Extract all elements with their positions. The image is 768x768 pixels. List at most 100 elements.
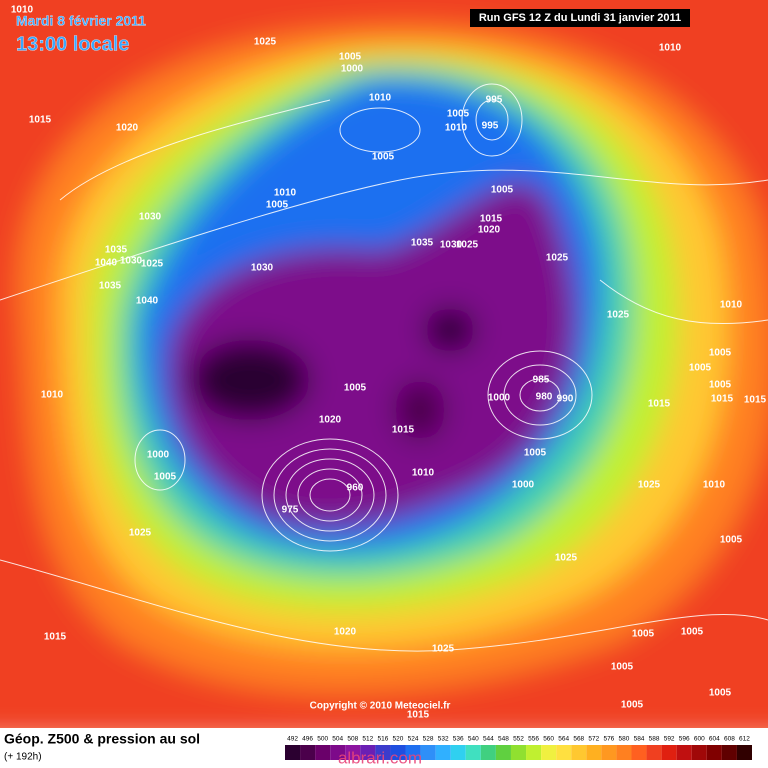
legend-swatch — [360, 745, 376, 760]
legend-label: 492 — [287, 736, 298, 743]
legend-swatch — [586, 745, 602, 760]
legend-swatch — [345, 745, 361, 760]
pressure-label: 1040 — [95, 258, 118, 269]
pressure-label: 1020 — [334, 627, 357, 638]
time-label: 13:00 locale — [16, 33, 129, 55]
legend-swatch — [390, 745, 406, 760]
pressure-label: 1030 — [440, 240, 463, 251]
legend-label: 552 — [513, 736, 524, 743]
pressure-label: 1005 — [709, 380, 732, 391]
pressure-label: 1010 — [703, 480, 726, 491]
legend-swatch — [510, 745, 527, 760]
legend-swatch — [691, 745, 707, 760]
legend-label: 516 — [377, 736, 388, 743]
pressure-label: 1000 — [512, 480, 535, 491]
legend-label: 500 — [317, 736, 328, 743]
footer-lead: (+ 192h) — [4, 752, 42, 763]
pressure-label: 1025 — [607, 310, 630, 321]
copyright: Copyright © 2010 Meteociel.fr — [310, 701, 451, 712]
date-label: Mardi 8 février 2011 — [16, 13, 146, 29]
footer-title: Géop. Z500 & pression au sol — [4, 731, 200, 747]
pressure-label: 1005 — [447, 109, 470, 120]
legend-swatch — [465, 745, 481, 760]
legend-swatch — [601, 745, 617, 760]
pressure-label: 1005 — [491, 185, 514, 196]
isobars — [0, 83, 768, 652]
run-box — [470, 9, 690, 27]
pressure-label: 1035 — [105, 245, 128, 256]
pressure-label: 1015 — [29, 115, 52, 126]
pressure-label: 1010 — [274, 188, 297, 199]
pressure-label: 1005 — [621, 700, 644, 711]
legend-swatch — [450, 745, 466, 760]
pressure-label: 1005 — [344, 383, 367, 394]
pressure-label: 990 — [557, 394, 574, 405]
pressure-label: 1010 — [412, 468, 435, 479]
pressure-label: 1005 — [339, 52, 362, 63]
legend-label: 528 — [423, 736, 434, 743]
color-legend: 492 496 500 504 508 512 516 520 524 528 532 536 540 5… — [285, 736, 752, 760]
legend-label: 608 — [724, 736, 735, 743]
pressure-label: 1010 — [659, 43, 682, 54]
legend-label: 576 — [603, 736, 614, 743]
legend-label: 524 — [408, 736, 419, 743]
pressure-label: 1020 — [478, 225, 501, 236]
legend-label: 520 — [393, 736, 404, 743]
legend-label: 496 — [302, 736, 313, 743]
legend-label: 596 — [679, 736, 690, 743]
legend-swatch — [526, 745, 542, 760]
legend-label: 600 — [694, 736, 705, 743]
pressure-label: 1005 — [154, 472, 177, 483]
legend-swatch — [420, 745, 436, 760]
legend-label: 564 — [558, 736, 569, 743]
pressure-label: 1025 — [456, 240, 479, 251]
pressure-label: 1010 — [11, 5, 34, 16]
pressure-label: 1025 — [555, 553, 578, 564]
pressure-label: 1005 — [632, 629, 655, 640]
legend-swatch — [676, 745, 692, 760]
legend-label: 560 — [543, 736, 554, 743]
pressure-label: 1000 — [488, 393, 511, 404]
legend-swatch — [495, 745, 511, 760]
pressure-label: 1005 — [720, 535, 743, 546]
pressure-label: 1010 — [369, 93, 392, 104]
pressure-label: 1005 — [681, 627, 704, 638]
pressure-label: 1030 — [120, 256, 143, 267]
legend-label: 544 — [483, 736, 494, 743]
legend-swatch — [480, 745, 496, 760]
legend-label: 572 — [588, 736, 599, 743]
pressure-label: 1015 — [407, 710, 430, 721]
pressure-label: 1020 — [319, 415, 342, 426]
legend-swatch — [315, 745, 331, 760]
pressure-label: 985 — [533, 375, 550, 386]
pressure-label: 1010 — [41, 390, 64, 401]
pressure-label: 1025 — [129, 528, 152, 539]
legend-label: 556 — [528, 736, 539, 743]
pressure-label: 1015 — [392, 425, 415, 436]
legend-label: 612 — [739, 736, 750, 743]
legend-label: 580 — [619, 736, 630, 743]
pressure-label: 995 — [486, 95, 503, 106]
pressure-label: 1030 — [251, 263, 274, 274]
pressure-label: 1010 — [720, 300, 743, 311]
pressure-label: 1015 — [44, 632, 67, 643]
legend-label: 592 — [664, 736, 675, 743]
legend-swatch — [646, 745, 662, 760]
pressure-label: 1015 — [648, 399, 671, 410]
pressure-label: 1015 — [744, 395, 767, 406]
pressure-label: 1010 — [445, 123, 468, 134]
pressure-label: 1025 — [638, 480, 661, 491]
pressure-label: 980 — [536, 392, 553, 403]
pressure-label: 1025 — [141, 259, 164, 270]
pressure-label: 1025 — [432, 644, 455, 655]
legend-label: 604 — [709, 736, 720, 743]
legend-swatch — [571, 745, 587, 760]
legend-label: 532 — [438, 736, 449, 743]
legend-label: 536 — [453, 736, 464, 743]
pressure-label: 1035 — [99, 281, 122, 292]
pressure-label: 1000 — [147, 450, 170, 461]
legend-swatch — [631, 745, 647, 760]
pressure-label: 1005 — [689, 363, 712, 374]
